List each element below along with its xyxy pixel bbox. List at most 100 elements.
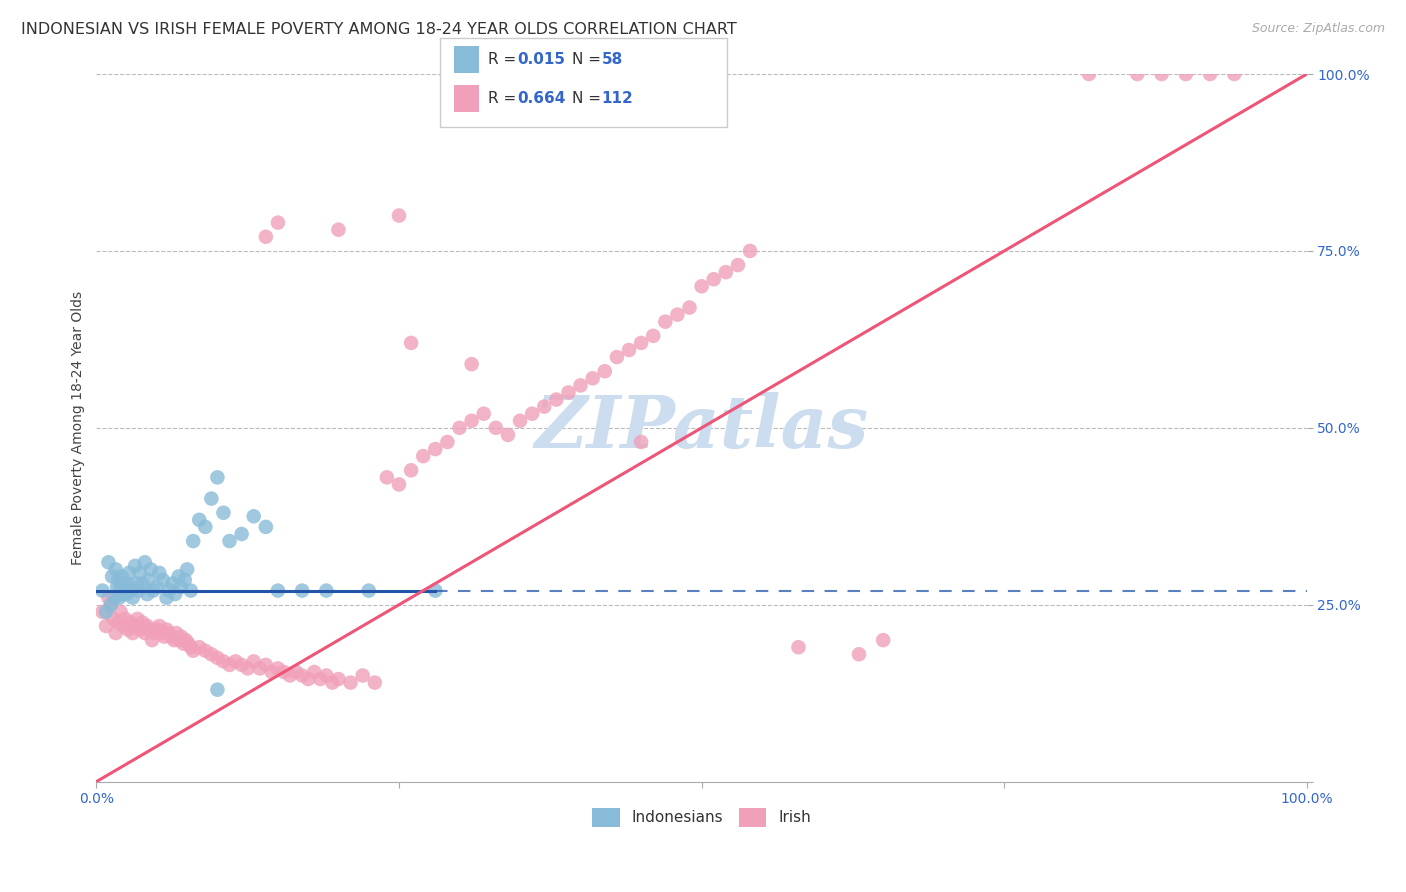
Point [142,583,165,598]
Point [117,623,139,637]
Point [163,587,186,601]
Point [120,583,142,598]
Point [105,580,128,594]
Point [101,569,124,583]
Point [160,630,183,644]
Point [617,343,640,357]
Point [848,648,870,662]
Point [180,640,202,655]
Point [170,580,193,594]
Point [129,623,152,637]
Point [509,414,531,428]
Point [111,587,134,601]
Point [167,569,190,583]
Point [134,555,156,569]
Point [569,378,592,392]
Text: R =: R = [488,91,522,105]
Y-axis label: Female Poverty Among 18-24 Year Olds: Female Poverty Among 18-24 Year Olds [72,291,86,565]
Point [120,615,142,630]
Point [177,637,200,651]
Text: 0.015: 0.015 [517,53,565,67]
Point [173,573,195,587]
Point [129,566,152,580]
Point [520,407,543,421]
Point [315,668,337,682]
Point [146,623,169,637]
Point [328,672,350,686]
Point [207,650,229,665]
Point [364,675,387,690]
Point [254,657,277,672]
Point [146,580,169,594]
Text: N =: N = [572,53,606,67]
Point [108,591,131,605]
Point [148,566,170,580]
Point [399,335,422,350]
Point [157,583,180,598]
Point [460,414,482,428]
Point [304,665,326,679]
Point [207,470,229,484]
Point [267,216,290,230]
Point [148,619,170,633]
Point [242,509,264,524]
Point [357,583,380,598]
Point [115,587,138,601]
Point [231,657,253,672]
Point [200,491,222,506]
Point [249,661,271,675]
Text: N =: N = [572,91,606,105]
Point [188,640,211,655]
Point [174,633,197,648]
Point [727,258,749,272]
Point [165,626,187,640]
Point [150,626,173,640]
Point [181,534,204,549]
Point [104,626,127,640]
Point [104,562,127,576]
Point [181,644,204,658]
Point [110,605,132,619]
Point [107,615,129,630]
Point [125,576,148,591]
Point [388,209,411,223]
Point [153,630,176,644]
Point [425,583,447,598]
Point [136,587,159,601]
Point [97,555,120,569]
Point [118,566,141,580]
Point [231,527,253,541]
Point [103,612,125,626]
Point [496,428,519,442]
Point [131,615,153,630]
Point [207,682,229,697]
Point [139,562,162,576]
Text: ZIPatlas: ZIPatlas [534,392,869,463]
Point [162,576,184,591]
Point [117,576,139,591]
Point [352,668,374,682]
Text: INDONESIAN VS IRISH FEMALE POVERTY AMONG 18-24 YEAR OLDS CORRELATION CHART: INDONESIAN VS IRISH FEMALE POVERTY AMONG… [21,22,737,37]
Point [128,583,150,598]
Point [273,665,295,679]
Legend: Indonesians, Irish: Indonesians, Irish [585,800,818,834]
Point [738,244,761,258]
Point [678,301,700,315]
Point [236,661,259,675]
Point [690,279,713,293]
Point [666,308,689,322]
Text: R =: R = [488,53,522,67]
Point [703,272,725,286]
Point [94,619,117,633]
Point [714,265,737,279]
Point [546,392,568,407]
Point [375,470,398,484]
Point [321,675,343,690]
Point [114,583,136,598]
Point [449,421,471,435]
Point [291,668,314,682]
Point [212,506,235,520]
Point [200,648,222,662]
Text: 112: 112 [602,91,634,105]
Point [388,477,411,491]
